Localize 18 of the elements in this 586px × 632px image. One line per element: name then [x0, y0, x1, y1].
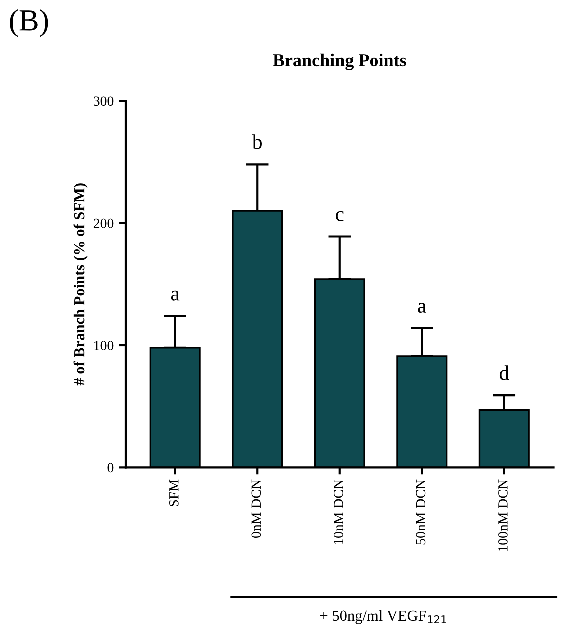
- x-tick-label: 100nM DCN: [498, 480, 508, 552]
- y-tick-label: 0: [108, 463, 114, 473]
- annotation: d: [500, 366, 510, 380]
- y-tick-label: 100: [94, 341, 114, 350]
- annotation: b: [252, 134, 262, 150]
- annotation: a: [171, 290, 180, 301]
- x-tick-label: SFM: [169, 480, 179, 506]
- chart-title: Branching Points: [273, 54, 406, 70]
- y-axis-title: # of Branch Points (% of SFM): [74, 184, 88, 386]
- y-tick-label: 200: [94, 218, 114, 228]
- x-tick-label: 0nM DCN: [252, 480, 262, 538]
- y-tick-label: 300: [94, 96, 114, 106]
- annotation: c: [336, 211, 344, 222]
- text: + 50ng/ml VEGF$_{121}$: [320, 610, 446, 624]
- x-tick-label: 50nM DCN: [416, 480, 426, 545]
- annotation: a: [418, 303, 426, 314]
- x-tick-label: 10nM DCN: [334, 480, 344, 544]
- text: (B): [10, 9, 48, 38]
